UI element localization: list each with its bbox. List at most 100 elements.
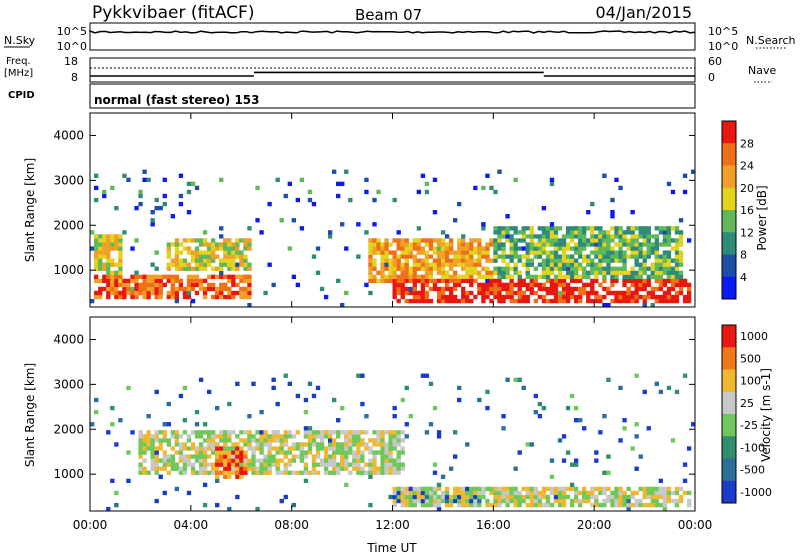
data-cell [94, 258, 99, 263]
data-cell [533, 278, 538, 284]
data-cell [134, 205, 139, 211]
data-cell [678, 286, 684, 292]
data-cell [263, 438, 268, 443]
data-cell [380, 434, 385, 439]
data-cell [674, 294, 680, 300]
colorbar-tick-label: 12 [740, 226, 754, 239]
data-cell [545, 242, 551, 247]
data-cell [469, 242, 474, 247]
data-cell [618, 290, 623, 296]
data-cell [444, 234, 450, 239]
data-cell [372, 458, 377, 463]
data-cell [198, 430, 204, 435]
data-cell [622, 426, 627, 431]
data-cell [396, 490, 401, 496]
data-cell [521, 246, 526, 251]
data-cell [170, 282, 175, 288]
data-cell [626, 238, 631, 243]
data-cell [380, 458, 385, 463]
data-cell [465, 486, 470, 492]
data-cell [582, 254, 587, 259]
data-cell [94, 234, 99, 239]
data-cell [428, 298, 434, 304]
data-cell [287, 246, 292, 251]
data-cell [614, 486, 619, 492]
data-cell [590, 290, 595, 296]
data-cell [388, 430, 393, 435]
data-cell [247, 238, 252, 243]
data-cell [178, 262, 184, 267]
data-cell [610, 214, 615, 219]
colorbar-tick-label: -1000 [740, 486, 772, 499]
data-cell [610, 298, 615, 304]
data-cell [118, 266, 123, 271]
data-cell [416, 486, 422, 492]
data-cell [489, 298, 494, 304]
data-cell [646, 502, 651, 508]
data-cell [380, 250, 385, 255]
data-cell [259, 466, 264, 471]
data-cell [586, 494, 591, 500]
data-cell [598, 254, 603, 259]
data-cell [610, 290, 615, 296]
data-cell [501, 230, 506, 235]
data-cell [384, 254, 389, 259]
data-cell [553, 494, 559, 500]
data-cell [336, 278, 341, 284]
data-cell [461, 286, 466, 292]
data-cell [424, 189, 430, 195]
data-cell [275, 462, 280, 467]
data-cell [533, 234, 538, 239]
data-cell [513, 246, 518, 251]
data-cell [315, 270, 321, 275]
data-cell [340, 446, 345, 451]
data-cell [174, 434, 180, 439]
data-cell [388, 446, 393, 451]
data-cell [174, 438, 180, 443]
data-cell [307, 189, 313, 195]
data-cell [388, 470, 393, 475]
data-cell [368, 262, 373, 267]
data-cell [606, 238, 611, 243]
colorbar-swatch [722, 276, 736, 300]
data-cell [202, 450, 208, 455]
colorbar-tick-label: -100 [740, 441, 765, 454]
data-cell [674, 246, 680, 251]
data-cell [408, 414, 413, 419]
data-cell [392, 494, 397, 500]
data-cell [166, 242, 171, 247]
data-cell [578, 266, 583, 271]
data-cell [360, 430, 365, 435]
data-cell [666, 234, 672, 239]
data-cell [202, 258, 208, 263]
data-cell [259, 446, 264, 451]
data-cell [549, 474, 555, 479]
data-cell [578, 242, 583, 247]
data-cell [376, 246, 381, 251]
data-cell [513, 177, 518, 183]
data-cell [501, 282, 506, 288]
data-cell [178, 470, 184, 475]
data-cell [622, 238, 627, 243]
data-cell [206, 470, 212, 475]
data-cell [574, 274, 579, 280]
data-cell [239, 286, 244, 292]
data-cell [565, 230, 571, 235]
data-cell [674, 250, 680, 255]
data-cell [146, 414, 151, 419]
data-cell [380, 462, 385, 467]
data-cell [477, 250, 482, 255]
data-cell [424, 494, 430, 500]
data-cell [323, 450, 329, 455]
data-cell [348, 470, 353, 475]
data-cell [247, 458, 252, 463]
data-cell [396, 254, 401, 259]
data-cell [275, 470, 280, 475]
data-cell [392, 270, 397, 275]
data-cell [424, 250, 430, 255]
data-cell [130, 294, 135, 300]
data-cell [271, 430, 276, 435]
data-cell [618, 502, 623, 508]
data-cell [457, 274, 462, 280]
data-cell [396, 434, 401, 439]
